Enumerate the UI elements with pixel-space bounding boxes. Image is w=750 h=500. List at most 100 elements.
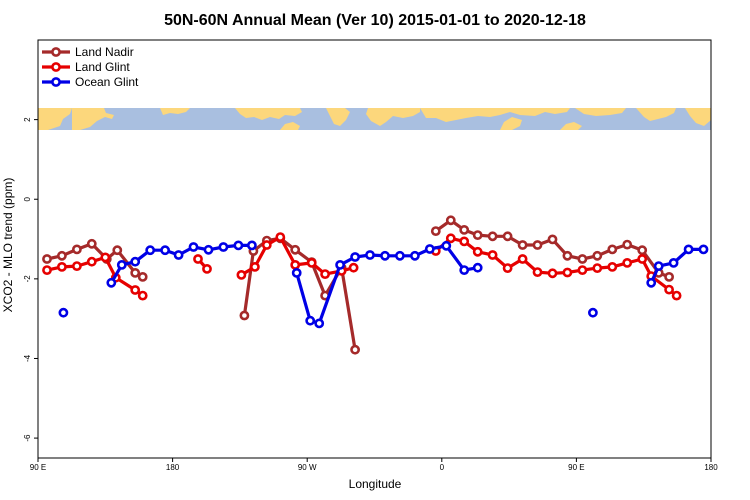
data-point: [517, 240, 528, 250]
data-point: [86, 256, 97, 267]
data-point: [562, 250, 573, 261]
data-point: [218, 242, 229, 252]
data-point: [622, 239, 633, 250]
legend-label: Ocean Glint: [75, 75, 139, 89]
data-point: [314, 318, 325, 329]
data-point: [577, 254, 588, 264]
data-point: [664, 284, 674, 295]
x-axis: 90 E 180 90 W 0 90 E 180: [30, 458, 718, 472]
data-point: [112, 245, 123, 256]
data-point: [193, 254, 203, 264]
data-point: [459, 224, 470, 235]
world-map-band: [38, 108, 711, 130]
data-point: [350, 252, 360, 262]
data-point: [173, 250, 184, 260]
data-point: [459, 265, 470, 275]
data-point: [502, 231, 513, 242]
data-point: [350, 344, 360, 355]
data-point: [592, 263, 603, 273]
data-point: [472, 230, 483, 240]
y-axis: 2 0 -2 -4 -6: [23, 117, 38, 442]
data-point: [137, 271, 148, 282]
x-tick-label: 90 E: [30, 463, 46, 472]
data-point: [532, 240, 543, 250]
data-point: [487, 250, 498, 260]
map-land: [38, 108, 711, 130]
x-tick-label: 180: [166, 463, 180, 472]
x-tick-label: 90 E: [568, 463, 584, 472]
data-point: [472, 262, 483, 273]
data-point: [646, 277, 657, 288]
data-point: [459, 236, 470, 247]
data-point: [261, 240, 272, 250]
data-point: [130, 267, 141, 278]
data-point: [130, 256, 141, 267]
data-point: [445, 233, 456, 244]
data-point: [203, 244, 214, 255]
data-point: [607, 261, 618, 272]
data-point: [445, 215, 456, 226]
y-tick-label: 2: [23, 117, 32, 122]
data-point: [57, 250, 67, 261]
y-tick-label: -6: [23, 434, 32, 442]
data-point: [430, 226, 441, 236]
data-point: [335, 259, 345, 270]
data-point: [236, 269, 247, 280]
legend-swatch-marker: [51, 47, 61, 57]
data-point: [472, 246, 483, 257]
data-point: [249, 261, 260, 272]
data-point: [58, 307, 69, 318]
y-tick-label: -2: [23, 275, 32, 283]
data-point: [42, 265, 52, 275]
data-point: [622, 257, 633, 268]
data-point: [86, 238, 97, 249]
y-tick-label: -4: [23, 354, 32, 362]
data-point: [100, 252, 111, 263]
data-point: [275, 232, 286, 242]
series-land-glint: [42, 232, 682, 301]
legend-swatch-marker: [51, 77, 61, 87]
data-point: [502, 263, 513, 273]
data-point: [517, 254, 528, 264]
legend-swatch-marker: [51, 62, 61, 72]
data-point: [683, 244, 694, 255]
data-point: [306, 257, 317, 268]
chart-title: 50N-60N Annual Mean (Ver 10) 2015-01-01 …: [164, 12, 586, 29]
data-point: [532, 267, 543, 277]
data-point: [441, 240, 452, 251]
data-point: [106, 277, 117, 288]
data-point: [424, 244, 435, 254]
data-point: [348, 262, 359, 273]
data-point: [637, 254, 648, 264]
data-point: [698, 244, 709, 255]
data-point: [116, 259, 127, 270]
data-point: [487, 231, 498, 242]
series-layer: [42, 215, 709, 355]
data-point: [42, 254, 52, 264]
data-point: [320, 269, 330, 279]
data-point: [671, 290, 682, 301]
data-point: [562, 267, 573, 278]
data-point: [291, 267, 302, 278]
y-tick-label: 0: [23, 196, 32, 201]
data-point: [664, 271, 674, 282]
data-point: [72, 244, 82, 255]
data-point: [547, 268, 558, 279]
x-tick-label: 0: [440, 463, 445, 472]
data-point: [145, 245, 156, 256]
x-tick-label: 90 W: [298, 463, 317, 472]
plot-frame: [37, 39, 712, 459]
data-point: [239, 310, 250, 321]
data-point: [72, 261, 82, 271]
x-tick-label: 180: [704, 463, 718, 472]
data-point: [305, 315, 316, 326]
data-point: [57, 261, 67, 272]
data-point: [607, 244, 618, 255]
x-axis-label: Longitude: [349, 477, 402, 491]
legend-label: Land Nadir: [75, 45, 134, 59]
data-point: [233, 240, 244, 251]
legend-label: Land Glint: [75, 60, 130, 74]
data-point: [290, 244, 301, 255]
